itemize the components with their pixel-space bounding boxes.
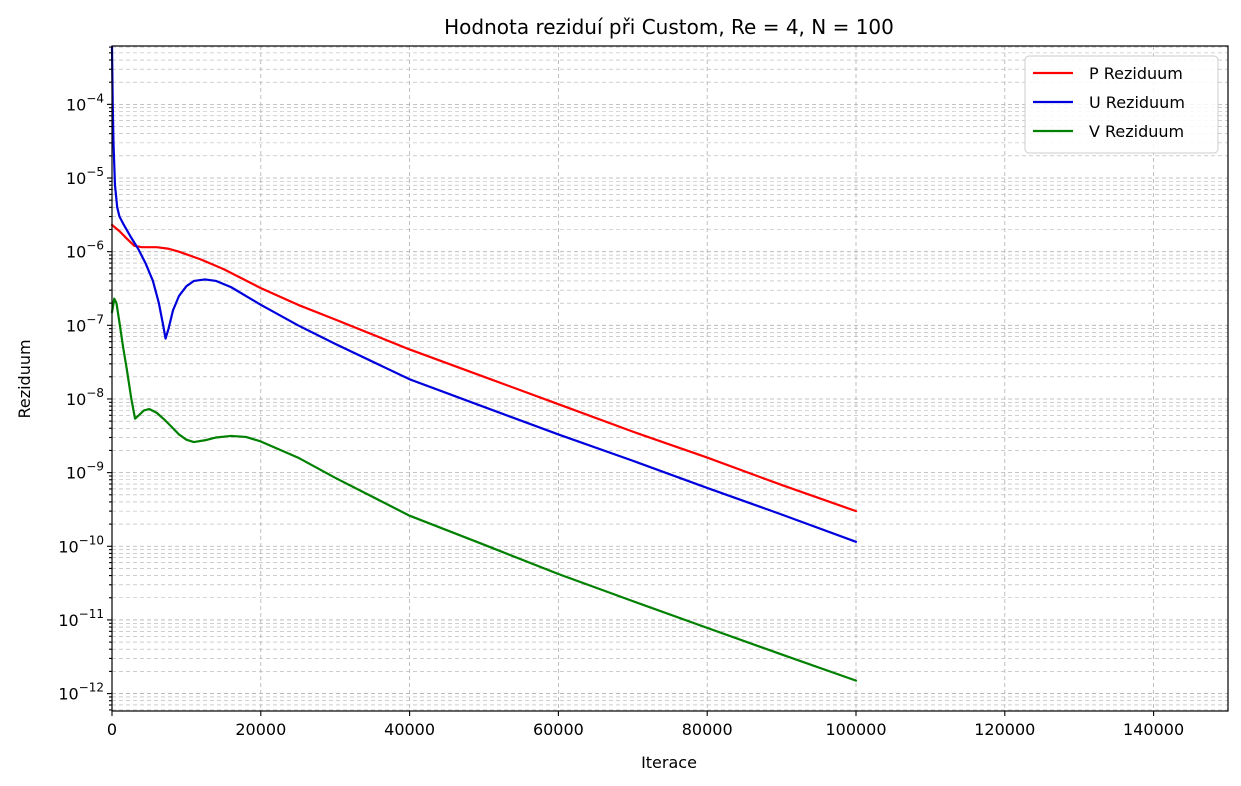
y-tick-label: 10−8	[66, 386, 104, 409]
y-tick-base: 10	[66, 243, 86, 262]
y-tick-exponent: −10	[79, 533, 104, 547]
x-tick-label: 100000	[825, 720, 886, 739]
y-tick-exponent: −6	[86, 239, 104, 253]
y-tick-label: 10−11	[58, 607, 104, 630]
series-line-u-reziduum	[110, 45, 858, 543]
y-tick-base: 10	[66, 169, 86, 188]
y-tick-exponent: −8	[86, 386, 104, 400]
grid-lines	[111, 46, 1228, 711]
chart-title: Hodnota reziduí při Custom, Re = 4, N = …	[444, 15, 894, 39]
y-tick-exponent: −12	[79, 681, 104, 695]
y-tick-exponent: −4	[86, 91, 104, 105]
y-tick-label: 10−7	[66, 312, 104, 335]
y-tick-base: 10	[66, 95, 86, 114]
series-line-v-reziduum	[110, 297, 858, 682]
legend: P Reziduum U Reziduum V Reziduum	[1024, 55, 1219, 154]
y-tick-label: 10−9	[66, 460, 104, 483]
x-tick-label: 0	[107, 720, 117, 739]
series-layer	[110, 45, 858, 682]
y-tick-exponent: −11	[79, 607, 104, 621]
y-axis-label: Reziduum	[15, 339, 34, 418]
y-tick-exponent: −9	[86, 460, 104, 474]
y-tick-exponent: −5	[86, 165, 104, 179]
legend-label: U Reziduum	[1089, 93, 1185, 112]
legend-label: V Reziduum	[1089, 122, 1184, 141]
y-tick-base: 10	[58, 611, 78, 630]
y-tick-label: 10−4	[66, 91, 104, 114]
legend-label: P Reziduum	[1089, 64, 1183, 83]
plot-frame	[111, 45, 1229, 712]
y-tick-label: 10−6	[66, 239, 104, 262]
y-tick-base: 10	[66, 316, 86, 335]
x-tick-label: 80000	[682, 720, 733, 739]
y-tick-label: 10−10	[58, 533, 104, 556]
x-axis-label: Iterace	[641, 753, 697, 772]
x-tick-label: 60000	[533, 720, 584, 739]
y-tick-label: 10−5	[66, 165, 104, 188]
x-tick-label: 40000	[384, 720, 435, 739]
legend-box	[1024, 55, 1219, 154]
x-tick-label: 140000	[1123, 720, 1184, 739]
y-tick-exponent: −7	[86, 312, 104, 326]
x-axis: 0 20000 40000 60000 80000 100000 120000 140000	[107, 711, 1184, 739]
x-tick-label: 20000	[235, 720, 286, 739]
y-tick-base: 10	[58, 537, 78, 556]
y-tick-label: 10−12	[58, 681, 104, 704]
y-tick-base: 10	[66, 390, 86, 409]
y-tick-base: 10	[58, 685, 78, 704]
y-tick-base: 10	[66, 464, 86, 483]
x-tick-label: 120000	[974, 720, 1035, 739]
